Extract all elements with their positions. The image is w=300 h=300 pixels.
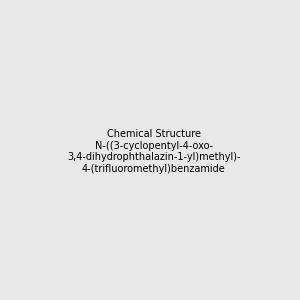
- Text: Chemical Structure
N-((3-cyclopentyl-4-oxo-
3,4-dihydrophthalazin-1-yl)methyl)-
: Chemical Structure N-((3-cyclopentyl-4-o…: [67, 129, 241, 174]
